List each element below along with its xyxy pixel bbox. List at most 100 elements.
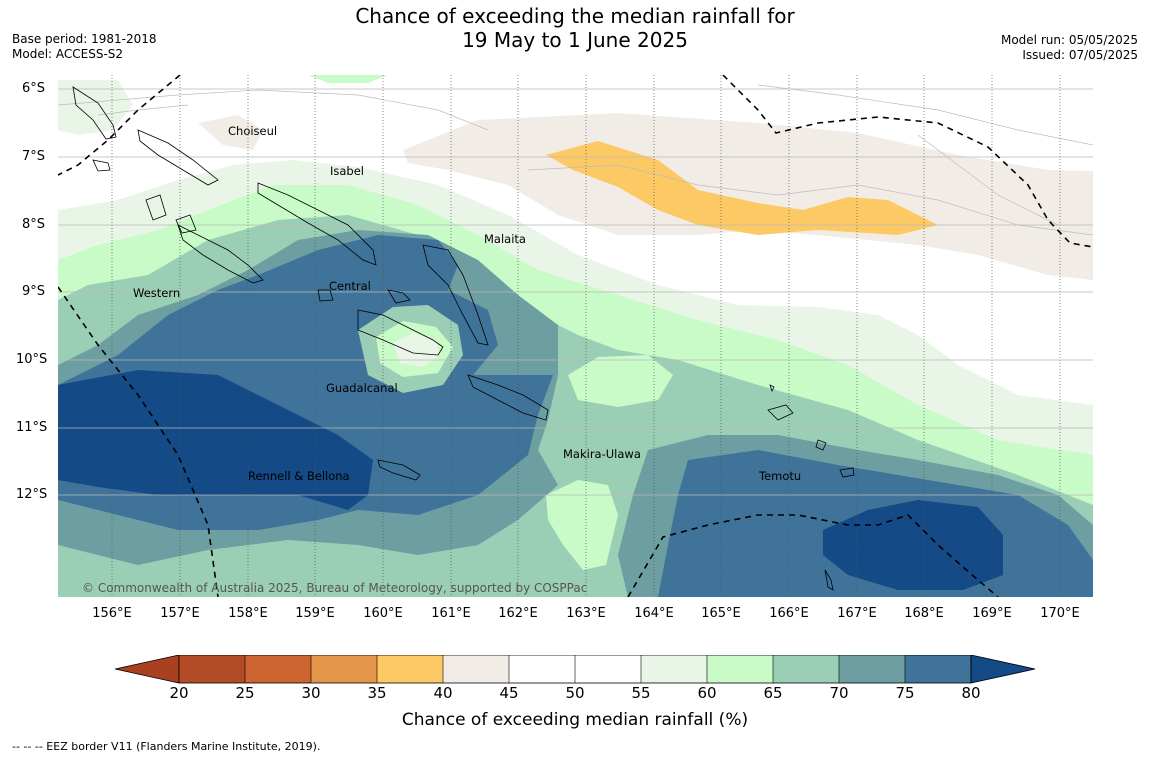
model-run: Model run: 05/05/2025 <box>1000 33 1138 47</box>
colorbar-segment-35-40 <box>377 655 443 683</box>
eez-legend-note: -- -- -- EEZ border V11 (Flanders Marine… <box>12 740 321 753</box>
province-western: Western <box>133 286 180 300</box>
meta-left: Base period: 1981-2018 Model: ACCESS-S2 <box>12 32 157 62</box>
lat-label-10s: 10°S <box>16 352 48 367</box>
island-guadalcanal <box>357 309 444 356</box>
contour-lines <box>58 84 1093 236</box>
province-central: Central <box>329 279 371 293</box>
colorbar-tick-55: 55 <box>631 684 651 702</box>
colorbar-tick-60: 60 <box>697 684 717 702</box>
band-above-80-southeast <box>823 500 1003 590</box>
island-vanikoro <box>839 467 855 478</box>
island-nggela <box>387 289 411 304</box>
copyright-notice: © Commonwealth of Australia 2025, Bureau… <box>82 581 587 595</box>
lon-label-163e: 163°E <box>566 606 606 621</box>
base-period: Base period: 1981-2018 <box>12 32 157 46</box>
graticule <box>111 75 1061 597</box>
latitude-lines <box>58 88 1093 496</box>
band-60-65-top <box>308 75 388 83</box>
lon-label-157e: 157°E <box>160 606 200 621</box>
colorbar-segment-25-30 <box>245 655 311 683</box>
island-shortlands <box>92 159 111 172</box>
province-malaita: Malaita <box>484 232 526 246</box>
band-55-60-nw <box>58 80 133 135</box>
island-vella <box>145 194 167 221</box>
colorbar-segment-20-25 <box>179 655 245 683</box>
lon-label-170e: 170°E <box>1040 606 1080 621</box>
colorbar-under-arrow <box>115 655 180 684</box>
lon-label-169e: 169°E <box>972 606 1012 621</box>
band-above-80-west <box>58 370 373 510</box>
colorbar-title: Chance of exceeding median rainfall (%) <box>401 710 749 730</box>
lat-label-6s: 6°S <box>22 81 46 96</box>
lon-label-158e: 158°E <box>228 606 268 621</box>
band-60-65-pocket-south <box>546 480 618 570</box>
issued-date: Issued: 07/05/2025 <box>1022 48 1138 62</box>
island-malaita <box>422 244 489 346</box>
band-35-40 <box>546 141 938 235</box>
rainfall-map: Choiseul Isabel Malaita Western Central … <box>58 75 1093 597</box>
island-choiseul <box>137 129 219 186</box>
colorbar-segment-70-75 <box>839 655 905 683</box>
lon-label-165e: 165°E <box>701 606 741 621</box>
island-utupua <box>815 439 827 451</box>
colorbar-over-arrow <box>970 655 1036 684</box>
province-makira-ulawa: Makira-Ulawa <box>563 447 641 461</box>
chart-title: Chance of exceeding the median rainfall … <box>0 4 1150 52</box>
colorbar-segment-50-55 <box>575 655 641 683</box>
colorbar-segment-65-70 <box>773 655 839 683</box>
colorbar-segment-45-50 <box>509 655 575 683</box>
island-reef <box>769 384 775 393</box>
island-south-small <box>824 569 834 591</box>
colorbar-tick-80: 80 <box>961 684 981 702</box>
title-line-1: Chance of exceeding the median rainfall … <box>355 4 795 28</box>
colorbar-segment-60-65 <box>707 655 773 683</box>
lon-label-164e: 164°E <box>634 606 674 621</box>
colorbar-tick-75: 75 <box>895 684 915 702</box>
band-55-60-hotspot-core <box>393 333 440 367</box>
province-isabel: Isabel <box>330 164 364 178</box>
colorbar-tick-70: 70 <box>829 684 849 702</box>
lon-label-162e: 162°E <box>498 606 538 621</box>
lon-label-161e: 161°E <box>431 606 471 621</box>
colorbar-tick-25: 25 <box>235 684 255 702</box>
province-guadalcanal: Guadalcanal <box>326 381 398 395</box>
lon-label-159e: 159°E <box>295 606 335 621</box>
island-santa-cruz <box>767 404 794 421</box>
lon-label-160e: 160°E <box>363 606 403 621</box>
colorbar <box>115 655 1036 684</box>
colorbar-segment-30-35 <box>311 655 377 683</box>
lat-label-12s: 12°S <box>16 487 48 502</box>
colorbar-tick-45: 45 <box>499 684 519 702</box>
island-russell <box>317 289 334 302</box>
island-rennell <box>377 459 421 481</box>
model-name: Model: ACCESS-S2 <box>12 47 124 61</box>
colorbar-segment-40-45 <box>443 655 509 683</box>
province-temotu: Temotu <box>758 469 801 483</box>
island-kolombangara <box>175 214 197 234</box>
lon-label-156e: 156°E <box>92 606 132 621</box>
lat-label-11s: 11°S <box>16 420 48 435</box>
colorbar-dividers <box>244 655 906 683</box>
probability-contours <box>58 75 1093 597</box>
colorbar-tick-35: 35 <box>367 684 387 702</box>
eez-border <box>58 75 1093 597</box>
lon-label-168e: 168°E <box>904 606 944 621</box>
lat-label-8s: 8°S <box>22 217 46 232</box>
province-choiseul: Choiseul <box>228 124 277 138</box>
lon-label-166e: 166°E <box>769 606 809 621</box>
islands <box>72 86 855 591</box>
colorbar-tick-65: 65 <box>763 684 783 702</box>
colorbar-tick-50: 50 <box>565 684 585 702</box>
meta-right: Model run: 05/05/2025 Issued: 07/05/2025 <box>1001 33 1138 63</box>
band-40-45-choiseul <box>198 115 263 150</box>
island-new-georgia <box>177 224 264 284</box>
title-line-2: 19 May to 1 June 2025 <box>462 28 688 52</box>
colorbar-tick-20: 20 <box>169 684 189 702</box>
province-rennell-bellona: Rennell & Bellona <box>248 469 350 483</box>
lon-label-167e: 167°E <box>837 606 877 621</box>
island-isabel <box>257 182 377 266</box>
lat-label-9s: 9°S <box>22 284 46 299</box>
colorbar-segment-55-60 <box>641 655 707 683</box>
colorbar-tick-40: 40 <box>433 684 453 702</box>
